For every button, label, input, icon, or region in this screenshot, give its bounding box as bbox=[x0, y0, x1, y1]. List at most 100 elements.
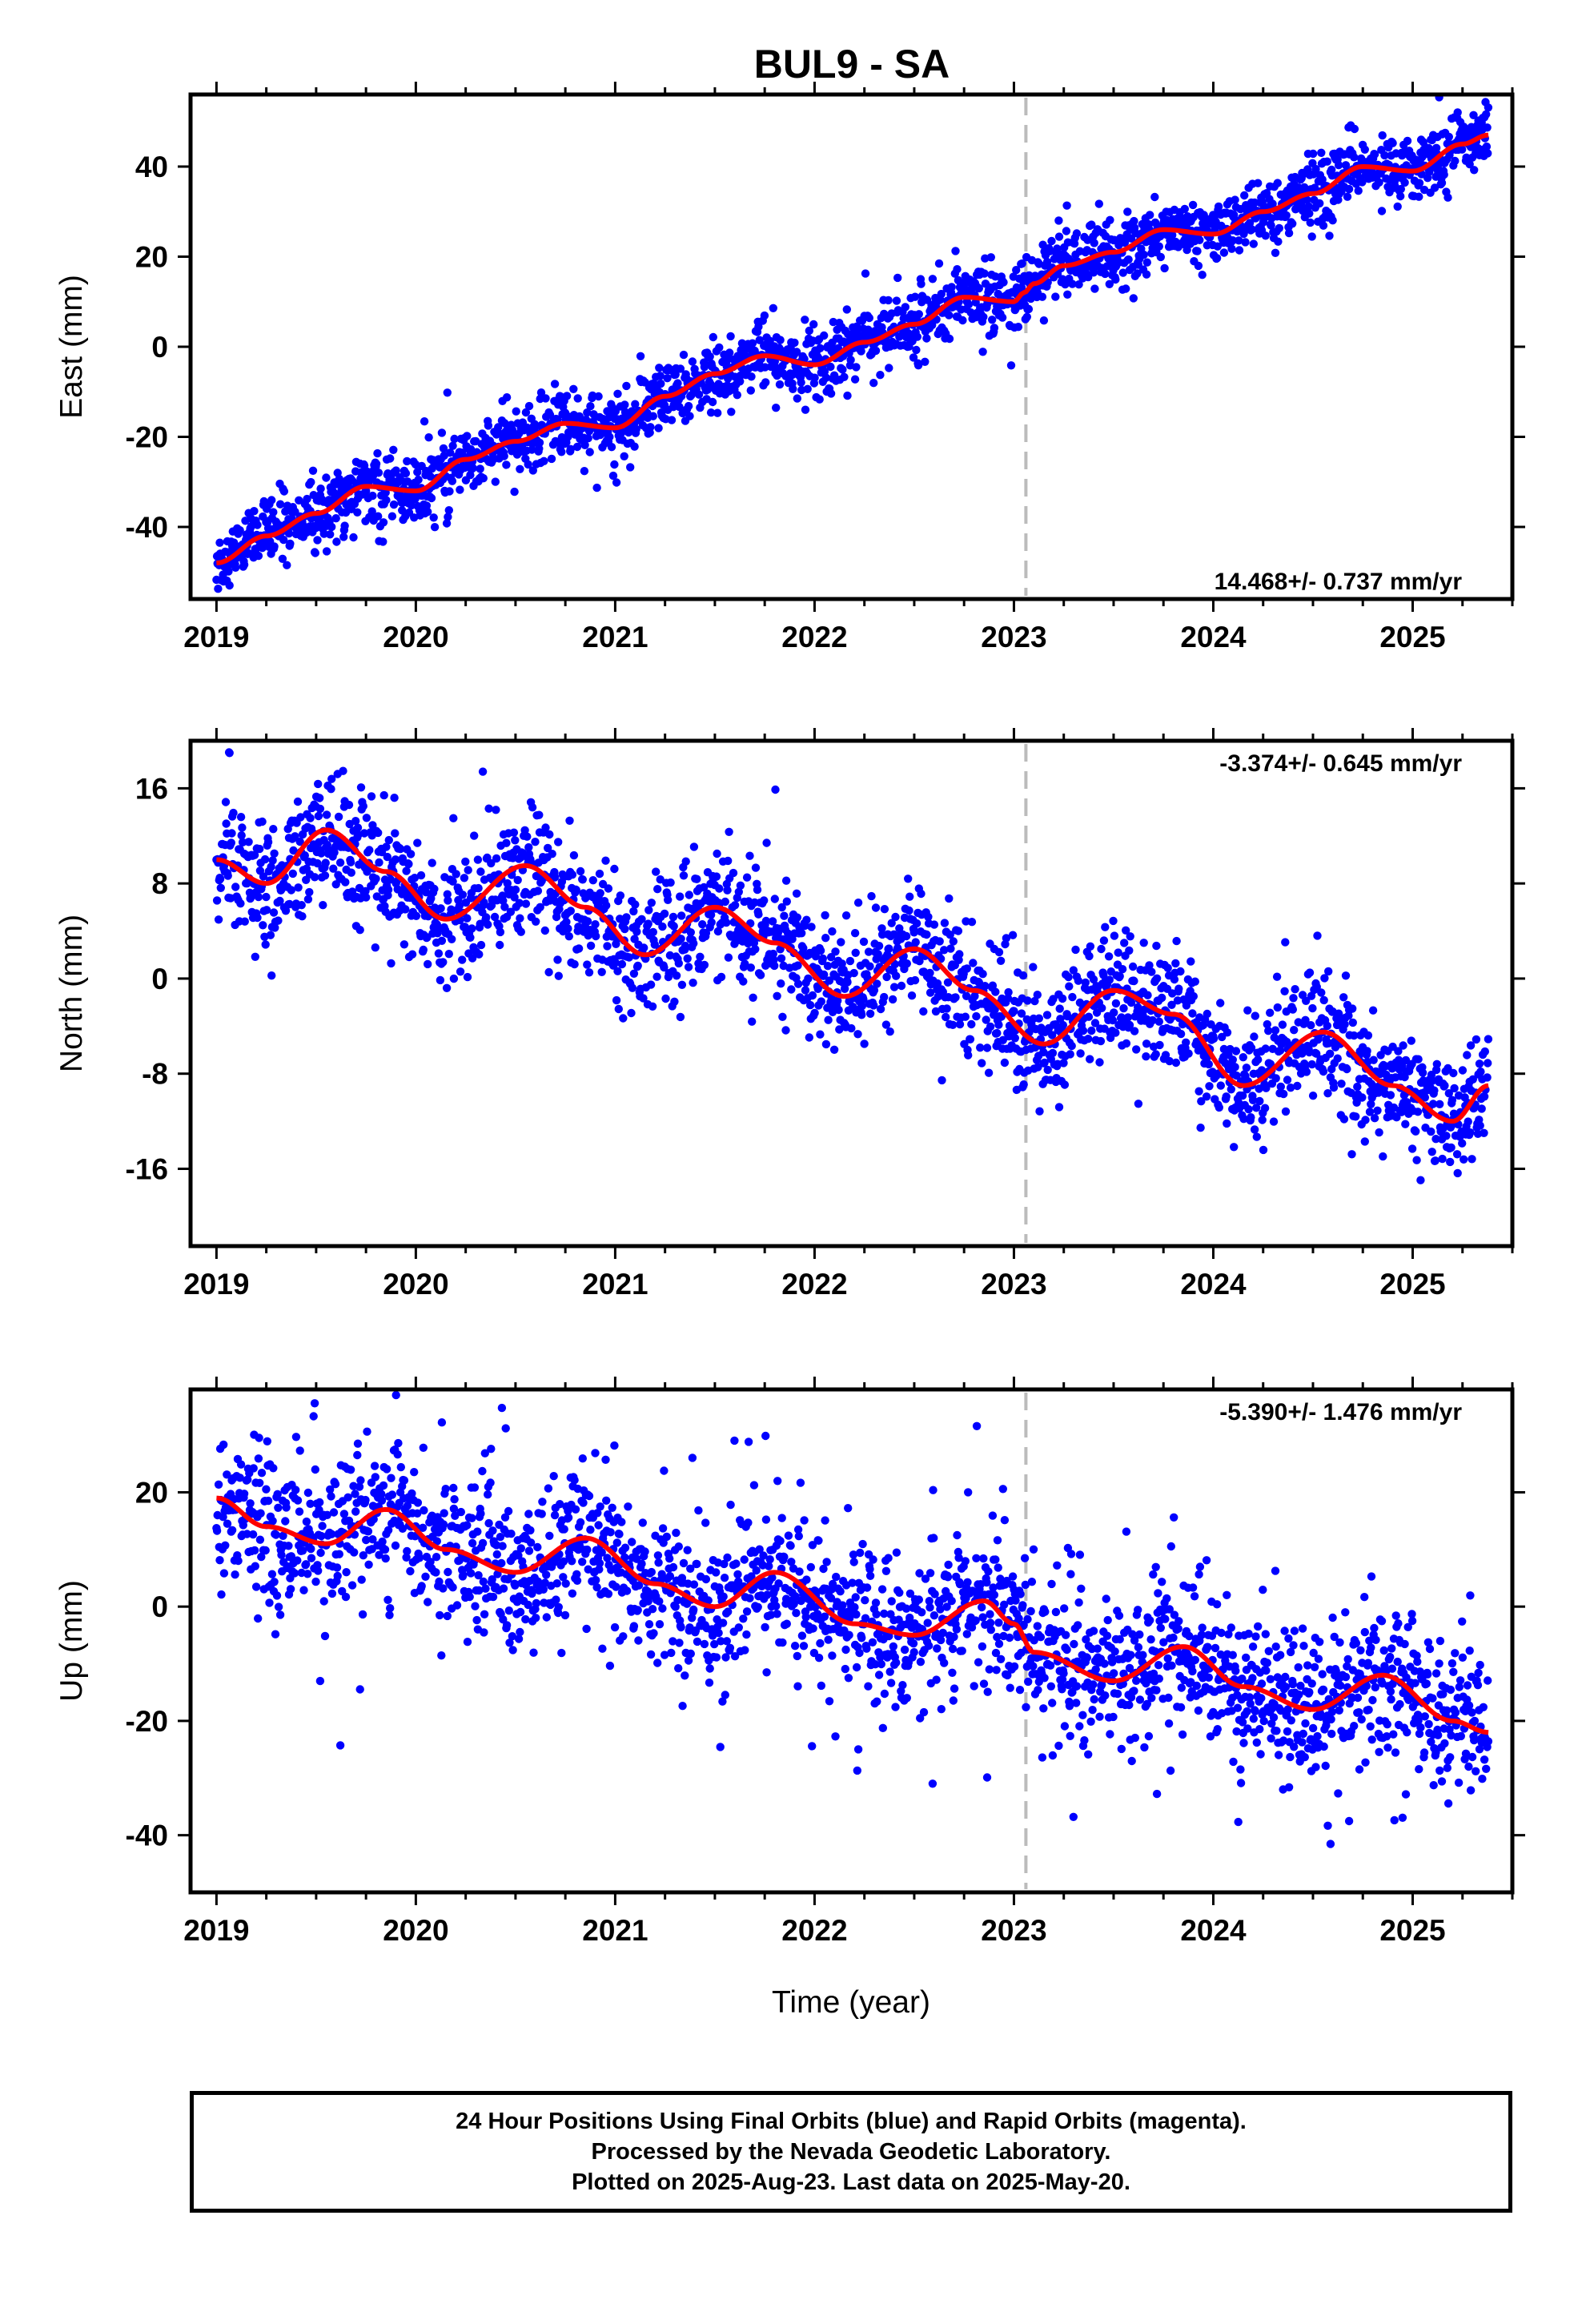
data-point bbox=[470, 831, 479, 840]
data-point bbox=[790, 338, 799, 348]
data-point bbox=[1323, 1021, 1332, 1031]
data-point bbox=[913, 332, 922, 341]
data-point bbox=[1466, 1041, 1476, 1050]
data-point bbox=[876, 1004, 885, 1014]
data-point bbox=[413, 1509, 422, 1518]
data-point bbox=[912, 919, 921, 928]
data-point bbox=[1108, 1015, 1118, 1025]
data-point bbox=[254, 892, 263, 902]
data-point bbox=[1477, 1104, 1486, 1113]
data-point bbox=[424, 959, 432, 969]
data-point bbox=[1209, 1034, 1219, 1043]
data-point bbox=[962, 917, 970, 926]
data-point bbox=[911, 938, 920, 947]
data-point bbox=[931, 1007, 941, 1016]
data-point bbox=[387, 1490, 397, 1499]
data-point bbox=[1214, 202, 1223, 211]
data-point bbox=[1008, 931, 1018, 939]
data-point bbox=[536, 388, 546, 397]
data-point bbox=[1076, 1049, 1085, 1058]
data-point bbox=[1414, 1055, 1423, 1063]
data-point bbox=[1307, 232, 1316, 241]
data-point bbox=[1049, 995, 1058, 1003]
y-tick-label: -40 bbox=[126, 511, 168, 544]
data-point bbox=[655, 364, 664, 372]
data-point bbox=[254, 1614, 263, 1623]
data-point bbox=[1090, 239, 1098, 247]
data-point bbox=[297, 901, 306, 910]
data-point bbox=[1059, 1059, 1068, 1068]
data-point bbox=[646, 423, 655, 432]
data-point bbox=[291, 832, 299, 841]
data-point bbox=[877, 924, 886, 933]
data-point bbox=[1438, 1154, 1447, 1164]
data-point bbox=[521, 899, 531, 908]
data-point bbox=[729, 868, 738, 878]
data-point bbox=[1196, 1124, 1205, 1132]
x-tick-label: 2025 bbox=[1379, 621, 1445, 653]
data-point bbox=[924, 912, 933, 922]
data-point bbox=[761, 363, 769, 372]
data-point bbox=[669, 912, 678, 922]
data-point bbox=[1380, 151, 1389, 160]
data-point bbox=[845, 956, 855, 966]
data-point bbox=[266, 931, 275, 939]
data-point bbox=[1051, 292, 1060, 301]
data-point bbox=[629, 969, 639, 979]
data-point bbox=[417, 1582, 426, 1590]
data-point bbox=[1319, 995, 1328, 1005]
data-point bbox=[464, 866, 472, 875]
data-point bbox=[1379, 1152, 1387, 1161]
data-point bbox=[842, 305, 852, 314]
data-point bbox=[524, 401, 534, 411]
data-point bbox=[797, 929, 806, 938]
data-point bbox=[302, 1560, 311, 1569]
data-point bbox=[476, 867, 485, 876]
data-point bbox=[953, 265, 962, 274]
data-point bbox=[831, 947, 840, 956]
data-point bbox=[249, 1464, 258, 1473]
data-point bbox=[1231, 195, 1239, 204]
data-point bbox=[834, 1005, 843, 1015]
x-tick-label: 2021 bbox=[582, 1268, 648, 1301]
data-point bbox=[1193, 247, 1202, 255]
data-point bbox=[1090, 1019, 1100, 1027]
data-point bbox=[476, 940, 486, 950]
data-point bbox=[672, 971, 681, 980]
data-point bbox=[805, 1033, 813, 1042]
data-point bbox=[509, 828, 519, 837]
y-axis-title: East (mm) bbox=[54, 275, 89, 419]
data-point bbox=[319, 1597, 328, 1606]
data-point bbox=[566, 444, 575, 453]
data-point bbox=[1399, 1041, 1407, 1050]
data-point bbox=[813, 984, 822, 994]
data-point bbox=[533, 887, 543, 895]
data-point bbox=[736, 881, 745, 891]
data-point bbox=[1483, 1073, 1492, 1082]
data-point bbox=[1098, 1003, 1106, 1013]
data-point bbox=[263, 1437, 271, 1446]
data-point bbox=[1271, 1026, 1280, 1035]
data-point bbox=[1072, 229, 1082, 238]
data-point bbox=[733, 391, 741, 400]
data-point bbox=[215, 1556, 224, 1565]
data-point bbox=[700, 960, 709, 970]
data-point bbox=[1150, 192, 1159, 202]
data-point bbox=[1260, 1104, 1270, 1112]
data-point bbox=[928, 275, 938, 283]
data-point bbox=[573, 394, 582, 403]
data-point bbox=[1029, 963, 1038, 971]
data-point bbox=[374, 828, 383, 838]
data-point bbox=[480, 898, 488, 907]
data-point bbox=[404, 859, 413, 869]
data-point bbox=[1244, 1105, 1253, 1114]
data-point bbox=[299, 1586, 308, 1594]
data-point bbox=[592, 483, 601, 493]
data-point bbox=[1401, 1055, 1411, 1065]
data-point bbox=[876, 371, 885, 380]
data-point bbox=[1447, 1143, 1456, 1152]
data-point bbox=[1075, 998, 1085, 1007]
data-point bbox=[426, 472, 435, 481]
data-point bbox=[1378, 131, 1387, 140]
data-point bbox=[826, 362, 835, 372]
